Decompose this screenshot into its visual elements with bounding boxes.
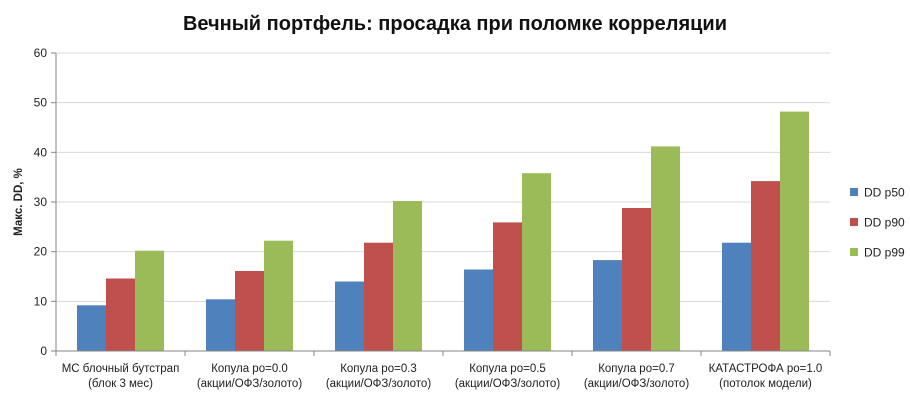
x-tick-label-line: (блок 3 мес): [88, 378, 153, 390]
y-tick-label: 40: [34, 145, 48, 159]
x-tick-label-line: (потолок модели): [719, 378, 812, 390]
x-tick-label-line: Копула ро=0.5: [469, 363, 546, 375]
bar: [651, 146, 680, 351]
y-axis-label: Макс. DD, %: [13, 168, 25, 236]
x-tick-label-line: КАТАСТРОФА ро=1.0: [709, 363, 823, 375]
x-axis-ticks: MC блочный бутстрап (блок 3 мес) Копула ро…: [55, 351, 831, 390]
bar: [722, 242, 751, 351]
x-tick-label-line: (акции/ОФЗ/золото): [584, 378, 690, 390]
legend-swatch: [850, 188, 858, 196]
bars: [77, 111, 809, 351]
y-tick-label: 10: [34, 294, 48, 308]
legend-swatch: [850, 218, 858, 226]
x-tick-label-line: Копула ро=0.0: [211, 363, 288, 375]
y-tick-label: 60: [34, 46, 48, 60]
x-tick-label-line: Копула ро=0.3: [340, 363, 417, 375]
y-tick-label: 30: [34, 195, 48, 209]
bar: [522, 173, 551, 351]
x-tick-label-line: Копула ро=0.7: [598, 363, 675, 375]
bar: [135, 250, 164, 351]
bar: [622, 208, 651, 351]
bar: [206, 299, 235, 351]
x-tick-label: Копула ро=0.5 (акции/ОФЗ/золото): [455, 363, 561, 390]
bar: [780, 111, 809, 351]
bar: [77, 305, 106, 351]
legend-label: DD p99: [864, 246, 905, 260]
bar: [235, 271, 264, 351]
bar: [393, 201, 422, 351]
bar: [493, 222, 522, 351]
bar: [751, 181, 780, 351]
x-tick-label: КАТАСТРОФА ро=1.0 (потолок модели): [709, 363, 823, 390]
x-tick-label: Копула ро=0.3 (акции/ОФЗ/золото): [326, 363, 432, 390]
x-tick-label-line: (акции/ОФЗ/золото): [455, 378, 561, 390]
bar: [264, 240, 293, 351]
legend: DD p50 DD p90 DD p99: [850, 186, 905, 260]
legend-swatch: [850, 248, 858, 256]
x-tick-label: MC блочный бутстрап (блок 3 мес): [62, 363, 180, 390]
y-tick-label: 50: [34, 96, 48, 110]
bar: [593, 260, 622, 351]
bar: [335, 281, 364, 351]
bar: [464, 269, 493, 351]
legend-label: DD p90: [864, 216, 905, 230]
x-tick-label-line: (акции/ОФЗ/золото): [197, 378, 303, 390]
bar: [106, 278, 135, 351]
gridlines: [56, 52, 830, 302]
legend-label: DD p50: [864, 186, 905, 200]
x-tick-label-line: (акции/ОФЗ/золото): [326, 378, 432, 390]
x-tick-label: Копула ро=0.7 (акции/ОФЗ/золото): [584, 363, 690, 390]
y-axis-ticks: 0 10 20 30 40 50 60: [34, 46, 56, 358]
x-tick-label-line: MC блочный бутстрап: [62, 363, 180, 375]
bar: [364, 242, 393, 351]
y-tick-label: 20: [34, 245, 48, 259]
y-tick-label: 0: [40, 344, 47, 358]
chart-title: Вечный портфель: просадка при поломке ко…: [183, 13, 727, 35]
x-tick-label: Копула ро=0.0 (акции/ОФЗ/золото): [197, 363, 303, 390]
